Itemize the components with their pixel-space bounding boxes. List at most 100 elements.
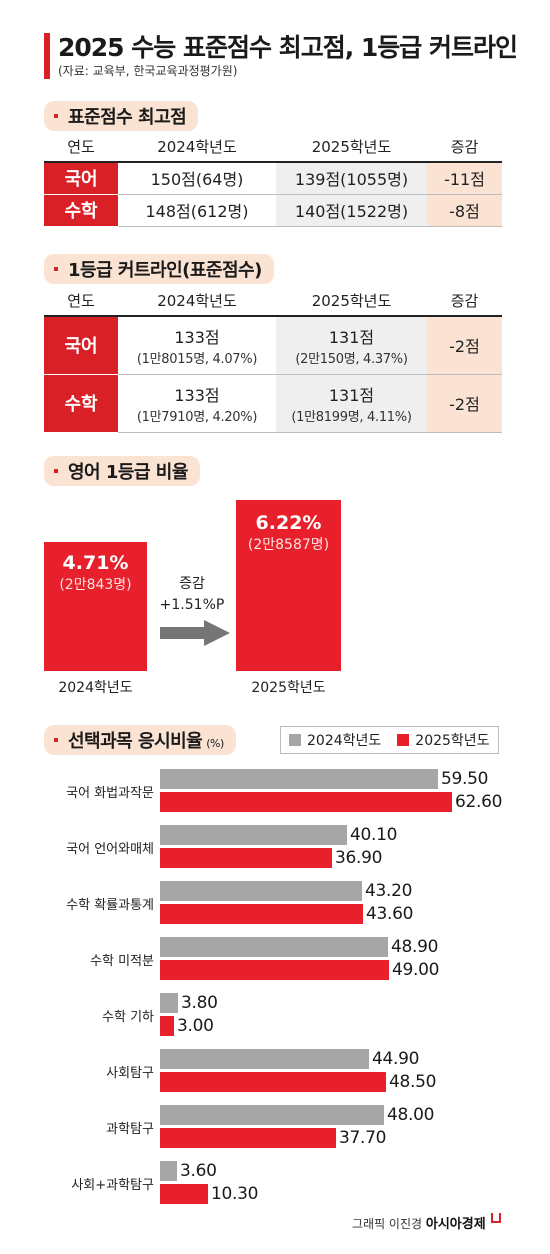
bar-2025 xyxy=(160,848,332,868)
cell-diff: -11점 xyxy=(427,162,502,195)
subject-cell: 수학 xyxy=(44,194,118,227)
value-label-2025: 10.30 xyxy=(211,1184,259,1204)
bar-2024 xyxy=(160,769,438,789)
value-label-2025: 3.00 xyxy=(177,1016,214,1036)
title-accent-bar xyxy=(44,33,50,79)
value-label-2025: 43.60 xyxy=(366,904,414,924)
unit-label: (%) xyxy=(206,736,224,750)
category-label: 국어 화법과작문 xyxy=(66,786,154,801)
table-row: 수학 133점 (1만7910명, 4.20%) 131점 (1만8199명, … xyxy=(44,374,502,433)
top-score-table: 연도 2024학년도 2025학년도 증감 국어 150점(64명) 139점(… xyxy=(44,131,502,227)
col-header-2025: 2025학년도 xyxy=(276,131,427,163)
credit-text: 그래픽 이진경 xyxy=(352,1217,423,1231)
col-header-2024: 2024학년도 xyxy=(118,285,276,317)
section-title-english: 영어 1등급 비율 xyxy=(44,456,200,486)
cutline-table: 연도 2024학년도 2025학년도 증감 국어 133점 (1만8015명, … xyxy=(44,285,502,433)
bar-2025 xyxy=(160,1128,336,1148)
legend-label-2025: 2025학년도 xyxy=(415,733,490,749)
cell-diff: -2점 xyxy=(427,316,502,375)
legend-label-2024: 2024학년도 xyxy=(307,733,382,749)
bullet-icon xyxy=(54,469,58,473)
cell-2024: 148점(612명) xyxy=(118,194,276,227)
bar-2024 xyxy=(160,1105,384,1125)
bar-2025 xyxy=(160,1184,208,1204)
bar-2025 xyxy=(160,792,452,812)
cell-2025: 140점(1522명) xyxy=(276,194,427,227)
table-row: 국어 150점(64명) 139점(1055명) -11점 xyxy=(44,162,502,195)
change-label: 증감 xyxy=(179,576,205,592)
col-header-2024: 2024학년도 xyxy=(118,131,276,163)
bar-2024 xyxy=(160,881,362,901)
section-title-elective: 선택과목 응시비율 (%) xyxy=(44,725,236,755)
category-label: 수학 확률과통계 xyxy=(66,898,154,913)
table-row: 국어 133점 (1만8015명, 4.07%) 131점 (2만150명, 4… xyxy=(44,316,502,375)
section-title-top-score: 표준점수 최고점 xyxy=(44,101,199,131)
value-label-2024: 59.50 xyxy=(441,769,489,789)
value-label-2024: 48.90 xyxy=(391,937,439,957)
bar-2024 xyxy=(160,825,347,845)
page-title: 2025 수능 표준점수 최고점, 1등급 커트라인 xyxy=(58,33,518,62)
value-label-2024: 44.90 xyxy=(372,1049,420,1069)
english-year-2025: 2025학년도 xyxy=(251,680,326,696)
category-label: 과학탐구 xyxy=(106,1122,154,1137)
subject-cell: 국어 xyxy=(44,162,118,195)
cell-2025: 139점(1055명) xyxy=(276,162,427,195)
arrow-right-icon xyxy=(160,620,230,646)
category-label: 사회탐구 xyxy=(106,1066,154,1081)
bar-2024 xyxy=(160,937,388,957)
footer-credit: 그래픽 이진경 아시아경제 xyxy=(352,1213,501,1232)
cell-detail: (1만7910명, 4.20%) xyxy=(136,409,258,425)
section-title-text: 1등급 커트라인(표준점수) xyxy=(68,260,262,281)
col-header-year: 연도 xyxy=(44,131,118,163)
legend-swatch-2024 xyxy=(289,734,301,746)
table-header-row: 연도 2024학년도 2025학년도 증감 xyxy=(44,131,502,163)
chart-legend: 2024학년도 2025학년도 xyxy=(280,726,499,754)
bar-2024 xyxy=(160,993,178,1013)
value-label-2024: 40.10 xyxy=(350,825,398,845)
category-label: 수학 미적분 xyxy=(90,954,154,969)
value-label-2024: 3.60 xyxy=(180,1161,217,1181)
value-label-2025: 62.60 xyxy=(455,792,503,812)
value-label-2025: 49.00 xyxy=(392,960,440,980)
value-label-2024: 48.00 xyxy=(387,1105,435,1125)
change-value: +1.51%P xyxy=(159,597,225,613)
bullet-icon xyxy=(54,738,58,742)
english-bar-2024: 4.71% (2만843명) xyxy=(44,542,147,671)
section-title-cutline: 1등급 커트라인(표준점수) xyxy=(44,254,274,284)
subject-cell: 수학 xyxy=(44,374,118,433)
english-pct-2024: 4.71% xyxy=(62,552,129,574)
value-label-2025: 36.90 xyxy=(335,848,383,868)
bar-2024 xyxy=(160,1161,177,1181)
cell-2024: 133점 (1만8015명, 4.07%) xyxy=(118,316,276,375)
cell-score: 131점 xyxy=(328,385,375,405)
source-note: (자료: 교육부, 한국교육과정평가원) xyxy=(58,64,238,78)
cell-diff: -8점 xyxy=(427,194,502,227)
english-count-2025: (2만8587명) xyxy=(247,537,330,553)
bar-2025 xyxy=(160,1072,386,1092)
value-label-2024: 3.80 xyxy=(181,993,218,1013)
cell-2024: 150점(64명) xyxy=(118,162,276,195)
table-row: 수학 148점(612명) 140점(1522명) -8점 xyxy=(44,194,502,227)
col-header-diff: 증감 xyxy=(427,131,502,163)
cell-score: 133점 xyxy=(174,385,220,405)
english-pct-2025: 6.22% xyxy=(255,512,322,534)
value-label-2025: 37.70 xyxy=(339,1128,387,1148)
bar-2024 xyxy=(160,1049,369,1069)
bullet-icon xyxy=(54,114,58,118)
col-header-diff: 증감 xyxy=(427,285,502,317)
cell-score: 133점 xyxy=(174,327,220,347)
cell-detail: (1만8199명, 4.11%) xyxy=(291,409,412,425)
col-header-2025: 2025학년도 xyxy=(276,285,427,317)
bullet-icon xyxy=(54,267,58,271)
section-title-text: 선택과목 응시비율 xyxy=(68,731,203,752)
cell-diff: -2점 xyxy=(427,374,502,433)
cell-2024: 133점 (1만7910명, 4.20%) xyxy=(118,374,276,433)
cell-detail: (2만150명, 4.37%) xyxy=(295,351,408,367)
brand-mark-icon xyxy=(490,1213,501,1223)
bar-2025 xyxy=(160,960,389,980)
category-label: 사회+과학탐구 xyxy=(71,1178,154,1193)
english-count-2024: (2만843명) xyxy=(59,577,132,593)
section-title-text: 영어 1등급 비율 xyxy=(68,462,188,483)
value-label-2024: 43.20 xyxy=(365,881,413,901)
legend-swatch-2025 xyxy=(397,734,410,746)
